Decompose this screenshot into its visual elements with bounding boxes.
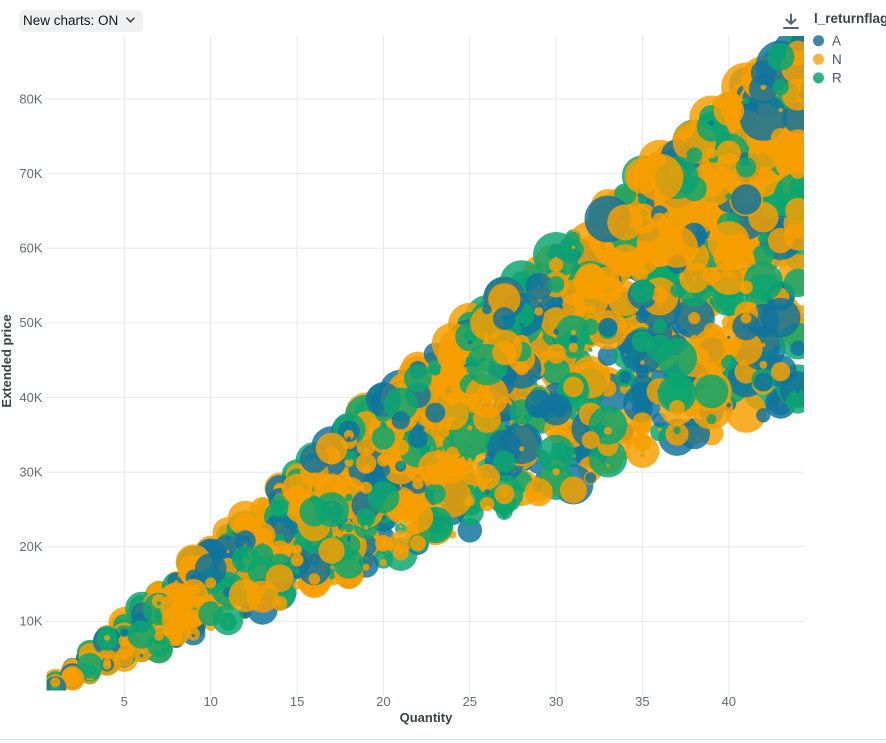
svg-text:R: R	[832, 71, 842, 86]
svg-text:25: 25	[463, 694, 477, 709]
svg-text:10: 10	[203, 694, 217, 709]
svg-text:10K: 10K	[19, 614, 42, 629]
svg-text:60K: 60K	[19, 241, 42, 256]
svg-text:N: N	[832, 52, 842, 67]
svg-text:A: A	[832, 33, 841, 48]
svg-text:30K: 30K	[19, 464, 42, 479]
svg-text:30: 30	[549, 694, 563, 709]
svg-text:l_returnflag: l_returnflag	[814, 11, 886, 26]
svg-text:Quantity: Quantity	[400, 710, 453, 725]
svg-text:70K: 70K	[19, 166, 42, 181]
svg-text:Extended price: Extended price	[0, 314, 14, 407]
svg-text:15: 15	[290, 694, 304, 709]
svg-text:20: 20	[376, 694, 390, 709]
svg-text:35: 35	[635, 694, 649, 709]
svg-text:40K: 40K	[19, 390, 42, 405]
svg-text:50K: 50K	[19, 315, 42, 330]
svg-text:80K: 80K	[19, 91, 42, 106]
svg-text:40: 40	[722, 694, 736, 709]
svg-text:5: 5	[121, 694, 128, 709]
svg-text:20K: 20K	[19, 539, 42, 554]
